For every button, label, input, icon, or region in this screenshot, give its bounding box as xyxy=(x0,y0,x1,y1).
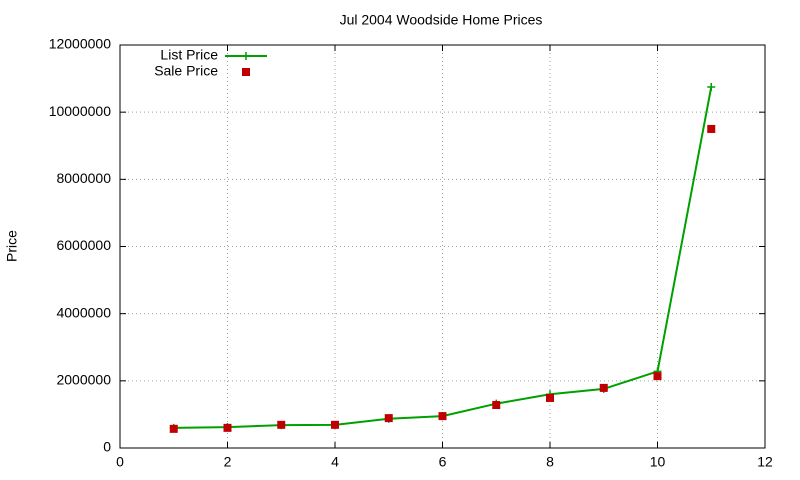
y-tick-label: 4000000 xyxy=(56,304,111,320)
x-tick-label: 12 xyxy=(757,454,773,470)
y-tick-label: 2000000 xyxy=(56,372,111,388)
y-tick-label: 8000000 xyxy=(56,170,111,186)
point-marker xyxy=(169,424,178,433)
point-marker xyxy=(331,420,339,429)
point-marker xyxy=(277,420,286,429)
y-tick-label: 12000000 xyxy=(49,36,112,52)
y-axis-label: Price xyxy=(4,230,20,262)
plot-frame xyxy=(119,44,766,449)
point-marker xyxy=(707,82,716,91)
y-tick-label: 6000000 xyxy=(56,237,111,253)
point-marker xyxy=(384,414,393,423)
x-tick-label: 2 xyxy=(224,454,232,470)
point-marker xyxy=(438,412,447,421)
x-tick-label: 4 xyxy=(331,454,339,470)
x-tick-label: 10 xyxy=(650,454,666,470)
y-tick-label: 10000000 xyxy=(49,103,112,119)
x-tick-label: 0 xyxy=(116,454,124,470)
legend-marker xyxy=(242,68,250,76)
point-marker xyxy=(223,423,232,432)
x-tick-label: 8 xyxy=(546,454,554,470)
point-marker xyxy=(653,372,662,381)
point-marker xyxy=(707,124,716,133)
legend-label: List Price xyxy=(160,47,218,63)
point-marker xyxy=(546,393,554,402)
legend-label: Sale Price xyxy=(154,63,218,79)
point-marker xyxy=(599,383,608,392)
chart-title: Jul 2004 Woodside Home Prices xyxy=(340,12,543,28)
y-tick-label: 0 xyxy=(103,439,111,455)
legend-marker xyxy=(242,52,250,60)
point-marker xyxy=(492,401,501,410)
x-tick-label: 6 xyxy=(439,454,447,470)
